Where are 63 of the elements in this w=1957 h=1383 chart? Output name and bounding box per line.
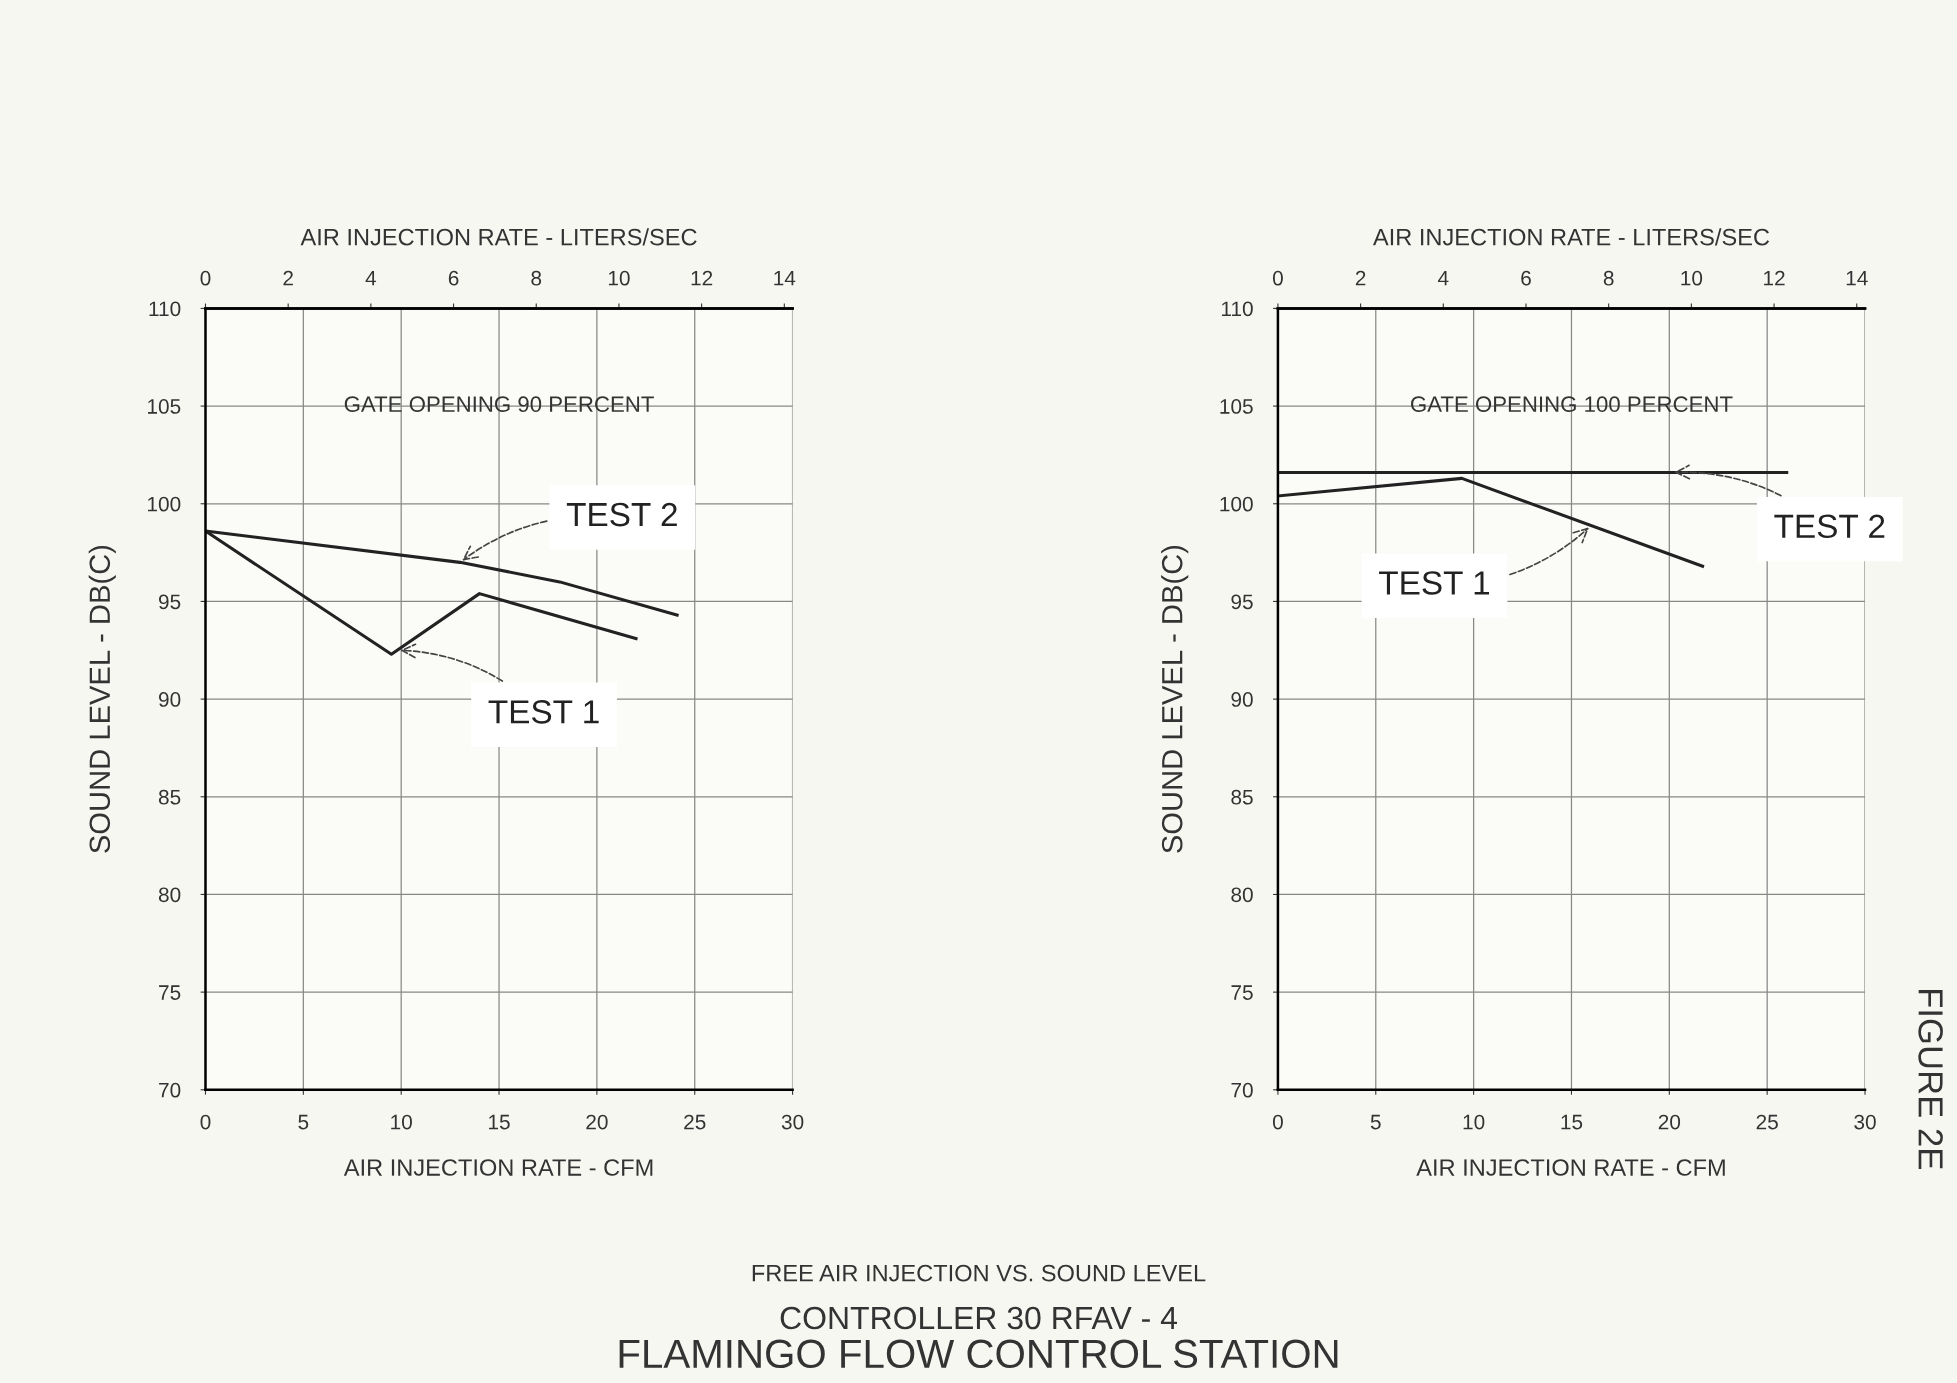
x-tick-label: 30	[781, 1114, 804, 1130]
x2-tick-label: 10	[608, 270, 630, 286]
x-tick-label: 25	[1756, 1114, 1778, 1130]
x2-tick-label: 6	[448, 270, 459, 286]
x-tick-label: 0	[200, 1114, 211, 1130]
x-tick-label: 15	[489, 1114, 510, 1130]
y-tick-label: 70	[1231, 1082, 1253, 1098]
x-tick-label: 5	[1370, 1114, 1381, 1130]
y-tick-label: 70	[159, 1082, 181, 1098]
y-tick-label: 80	[1231, 887, 1253, 903]
x2-tick-label: 6	[1521, 270, 1531, 286]
x2-tick-label: 10	[1681, 270, 1703, 286]
y-tick-label: 85	[158, 789, 181, 805]
text: FREE AIR INJECTION VS. SOUND LEVEL	[752, 1264, 1206, 1282]
x2-tick-label: 0	[200, 270, 211, 286]
x2-axis-title: AIR INJECTION RATE - LITERS/SEC	[300, 228, 697, 246]
y-tick-label: 110	[149, 301, 181, 317]
x2-axis-title: AIR INJECTION RATE - LITERS/SEC	[1372, 228, 1770, 246]
series-label: TEST 2	[1774, 514, 1885, 539]
y-tick-label: 90	[158, 692, 181, 707]
y-tick-label: 80	[158, 887, 181, 903]
x2-tick-label: 8	[531, 270, 542, 286]
x2-tick-label: 8	[1603, 270, 1614, 286]
x2-tick-label: 12	[691, 270, 713, 286]
x-tick-label: 25	[684, 1114, 706, 1130]
x2-tick-label: 4	[365, 271, 377, 286]
x-tick-label: 15	[1561, 1114, 1583, 1130]
x-tick-label: 20	[586, 1114, 608, 1130]
x2-tick-label: 0	[1272, 270, 1283, 286]
text: CONTROLLER 30 RFAV - 4	[780, 1306, 1177, 1330]
x2-tick-label: 14	[774, 271, 796, 286]
y-tick-label: 85	[1231, 789, 1253, 805]
text: TEST 1	[1379, 571, 1490, 595]
text: FLAMINGO FLOW CONTROL STATION	[619, 1339, 1338, 1369]
x-tick-label: 20	[1658, 1114, 1681, 1130]
annotation: GATE OPENING 90 PERCENT	[344, 396, 654, 413]
text: TEST 1	[488, 700, 599, 724]
y-tick-label: 110	[1221, 301, 1253, 317]
y-tick-label: 100	[1220, 496, 1253, 512]
y-tick-label: 75	[159, 985, 181, 1000]
y-tick-label: 105	[1220, 399, 1253, 414]
x-axis-title: AIR INJECTION RATE - CFM	[343, 1159, 653, 1176]
x2-tick-label: 12	[1764, 270, 1785, 286]
x2-tick-label: 2	[283, 270, 293, 286]
y-tick-label: 95	[1231, 594, 1253, 610]
series-label: TEST 2	[566, 502, 677, 527]
x2-tick-label: 14	[1846, 271, 1868, 286]
x-tick-label: 0	[1272, 1114, 1283, 1130]
y-axis-title: SOUND LEVEL - DB(C)	[88, 545, 116, 853]
x-tick-label: 10	[1463, 1114, 1485, 1130]
y-axis-title: SOUND LEVEL - DB(C)	[1161, 545, 1189, 853]
x-tick-label: 30	[1854, 1114, 1876, 1130]
y-tick-label: 95	[158, 594, 181, 610]
y-tick-label: 90	[1231, 692, 1253, 707]
x-tick-label: 5	[298, 1114, 309, 1130]
y-tick-label: 100	[148, 496, 181, 512]
x2-tick-label: 2	[1355, 270, 1366, 286]
y-tick-label: 105	[148, 399, 181, 414]
y-tick-label: 75	[1231, 985, 1253, 1000]
caption: FIGURE 2E	[1918, 989, 1943, 1169]
x-axis-title: AIR INJECTION RATE - CFM	[1416, 1159, 1725, 1176]
x-tick-label: 10	[391, 1114, 412, 1130]
x2-tick-label: 4	[1437, 271, 1449, 286]
